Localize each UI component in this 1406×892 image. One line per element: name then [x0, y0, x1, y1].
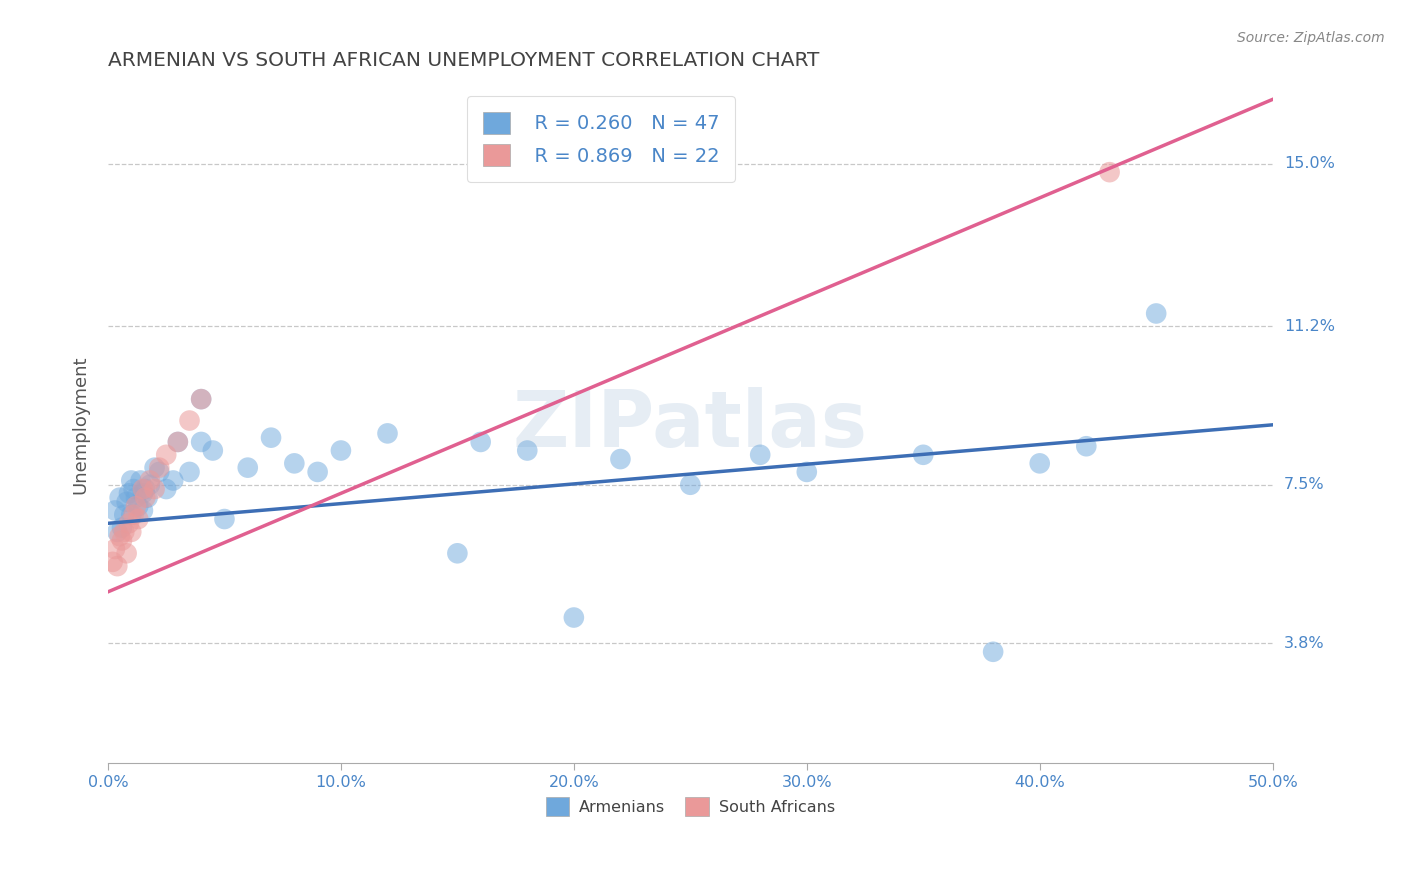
Point: [127, 512, 149, 526]
Point: [105, 559, 128, 574]
Text: Source: ZipAtlas.com: Source: ZipAtlas.com: [1237, 31, 1385, 45]
Point: [179, 413, 201, 427]
Point: [139, 477, 162, 491]
Point: [1098, 165, 1121, 179]
Point: [307, 465, 329, 479]
Point: [470, 434, 492, 449]
Point: [1028, 456, 1050, 470]
Text: ZIPatlas: ZIPatlas: [513, 387, 868, 463]
Point: [912, 448, 935, 462]
Text: 7.5%: 7.5%: [1284, 477, 1324, 492]
Point: [167, 434, 190, 449]
Point: [609, 452, 631, 467]
Point: [139, 474, 162, 488]
Point: [190, 392, 212, 406]
Point: [111, 533, 134, 548]
Point: [562, 610, 585, 624]
Point: [112, 508, 135, 522]
Point: [179, 465, 201, 479]
Point: [201, 443, 224, 458]
Point: [122, 508, 145, 522]
Text: 3.8%: 3.8%: [1284, 636, 1324, 651]
Point: [167, 434, 190, 449]
Point: [190, 392, 212, 406]
Point: [516, 443, 538, 458]
Point: [214, 512, 236, 526]
Point: [105, 524, 128, 539]
Point: [120, 474, 142, 488]
Point: [108, 491, 131, 505]
Point: [108, 529, 131, 543]
Point: [162, 474, 184, 488]
Point: [679, 477, 702, 491]
Point: [125, 491, 148, 505]
Point: [104, 541, 127, 556]
Point: [118, 516, 141, 531]
Point: [981, 645, 1004, 659]
Point: [129, 474, 152, 488]
Point: [143, 460, 166, 475]
Point: [796, 465, 818, 479]
Point: [132, 503, 155, 517]
Point: [104, 503, 127, 517]
Point: [122, 482, 145, 496]
Text: 11.2%: 11.2%: [1284, 318, 1334, 334]
Point: [101, 555, 124, 569]
Point: [236, 460, 259, 475]
Point: [136, 491, 159, 505]
Point: [190, 434, 212, 449]
Point: [125, 499, 148, 513]
Point: [112, 524, 135, 539]
Point: [329, 443, 352, 458]
Text: ARMENIAN VS SOUTH AFRICAN UNEMPLOYMENT CORRELATION CHART: ARMENIAN VS SOUTH AFRICAN UNEMPLOYMENT C…: [108, 51, 820, 70]
Point: [115, 546, 138, 560]
Point: [127, 499, 149, 513]
Y-axis label: Unemployment: Unemployment: [72, 356, 89, 494]
Point: [260, 431, 283, 445]
Point: [446, 546, 468, 560]
Text: 15.0%: 15.0%: [1284, 156, 1334, 171]
Point: [118, 486, 141, 500]
Point: [143, 482, 166, 496]
Point: [132, 482, 155, 496]
Point: [115, 495, 138, 509]
Point: [120, 508, 142, 522]
Point: [134, 482, 156, 496]
Point: [1144, 306, 1167, 320]
Point: [749, 448, 772, 462]
Point: [148, 460, 170, 475]
Point: [120, 524, 142, 539]
Legend: Armenians, South Africans: Armenians, South Africans: [538, 790, 841, 822]
Point: [1076, 439, 1098, 453]
Point: [134, 491, 156, 505]
Point: [111, 520, 134, 534]
Point: [148, 465, 170, 479]
Point: [155, 448, 177, 462]
Point: [283, 456, 305, 470]
Point: [155, 482, 177, 496]
Point: [377, 426, 399, 441]
Point: [132, 486, 155, 500]
